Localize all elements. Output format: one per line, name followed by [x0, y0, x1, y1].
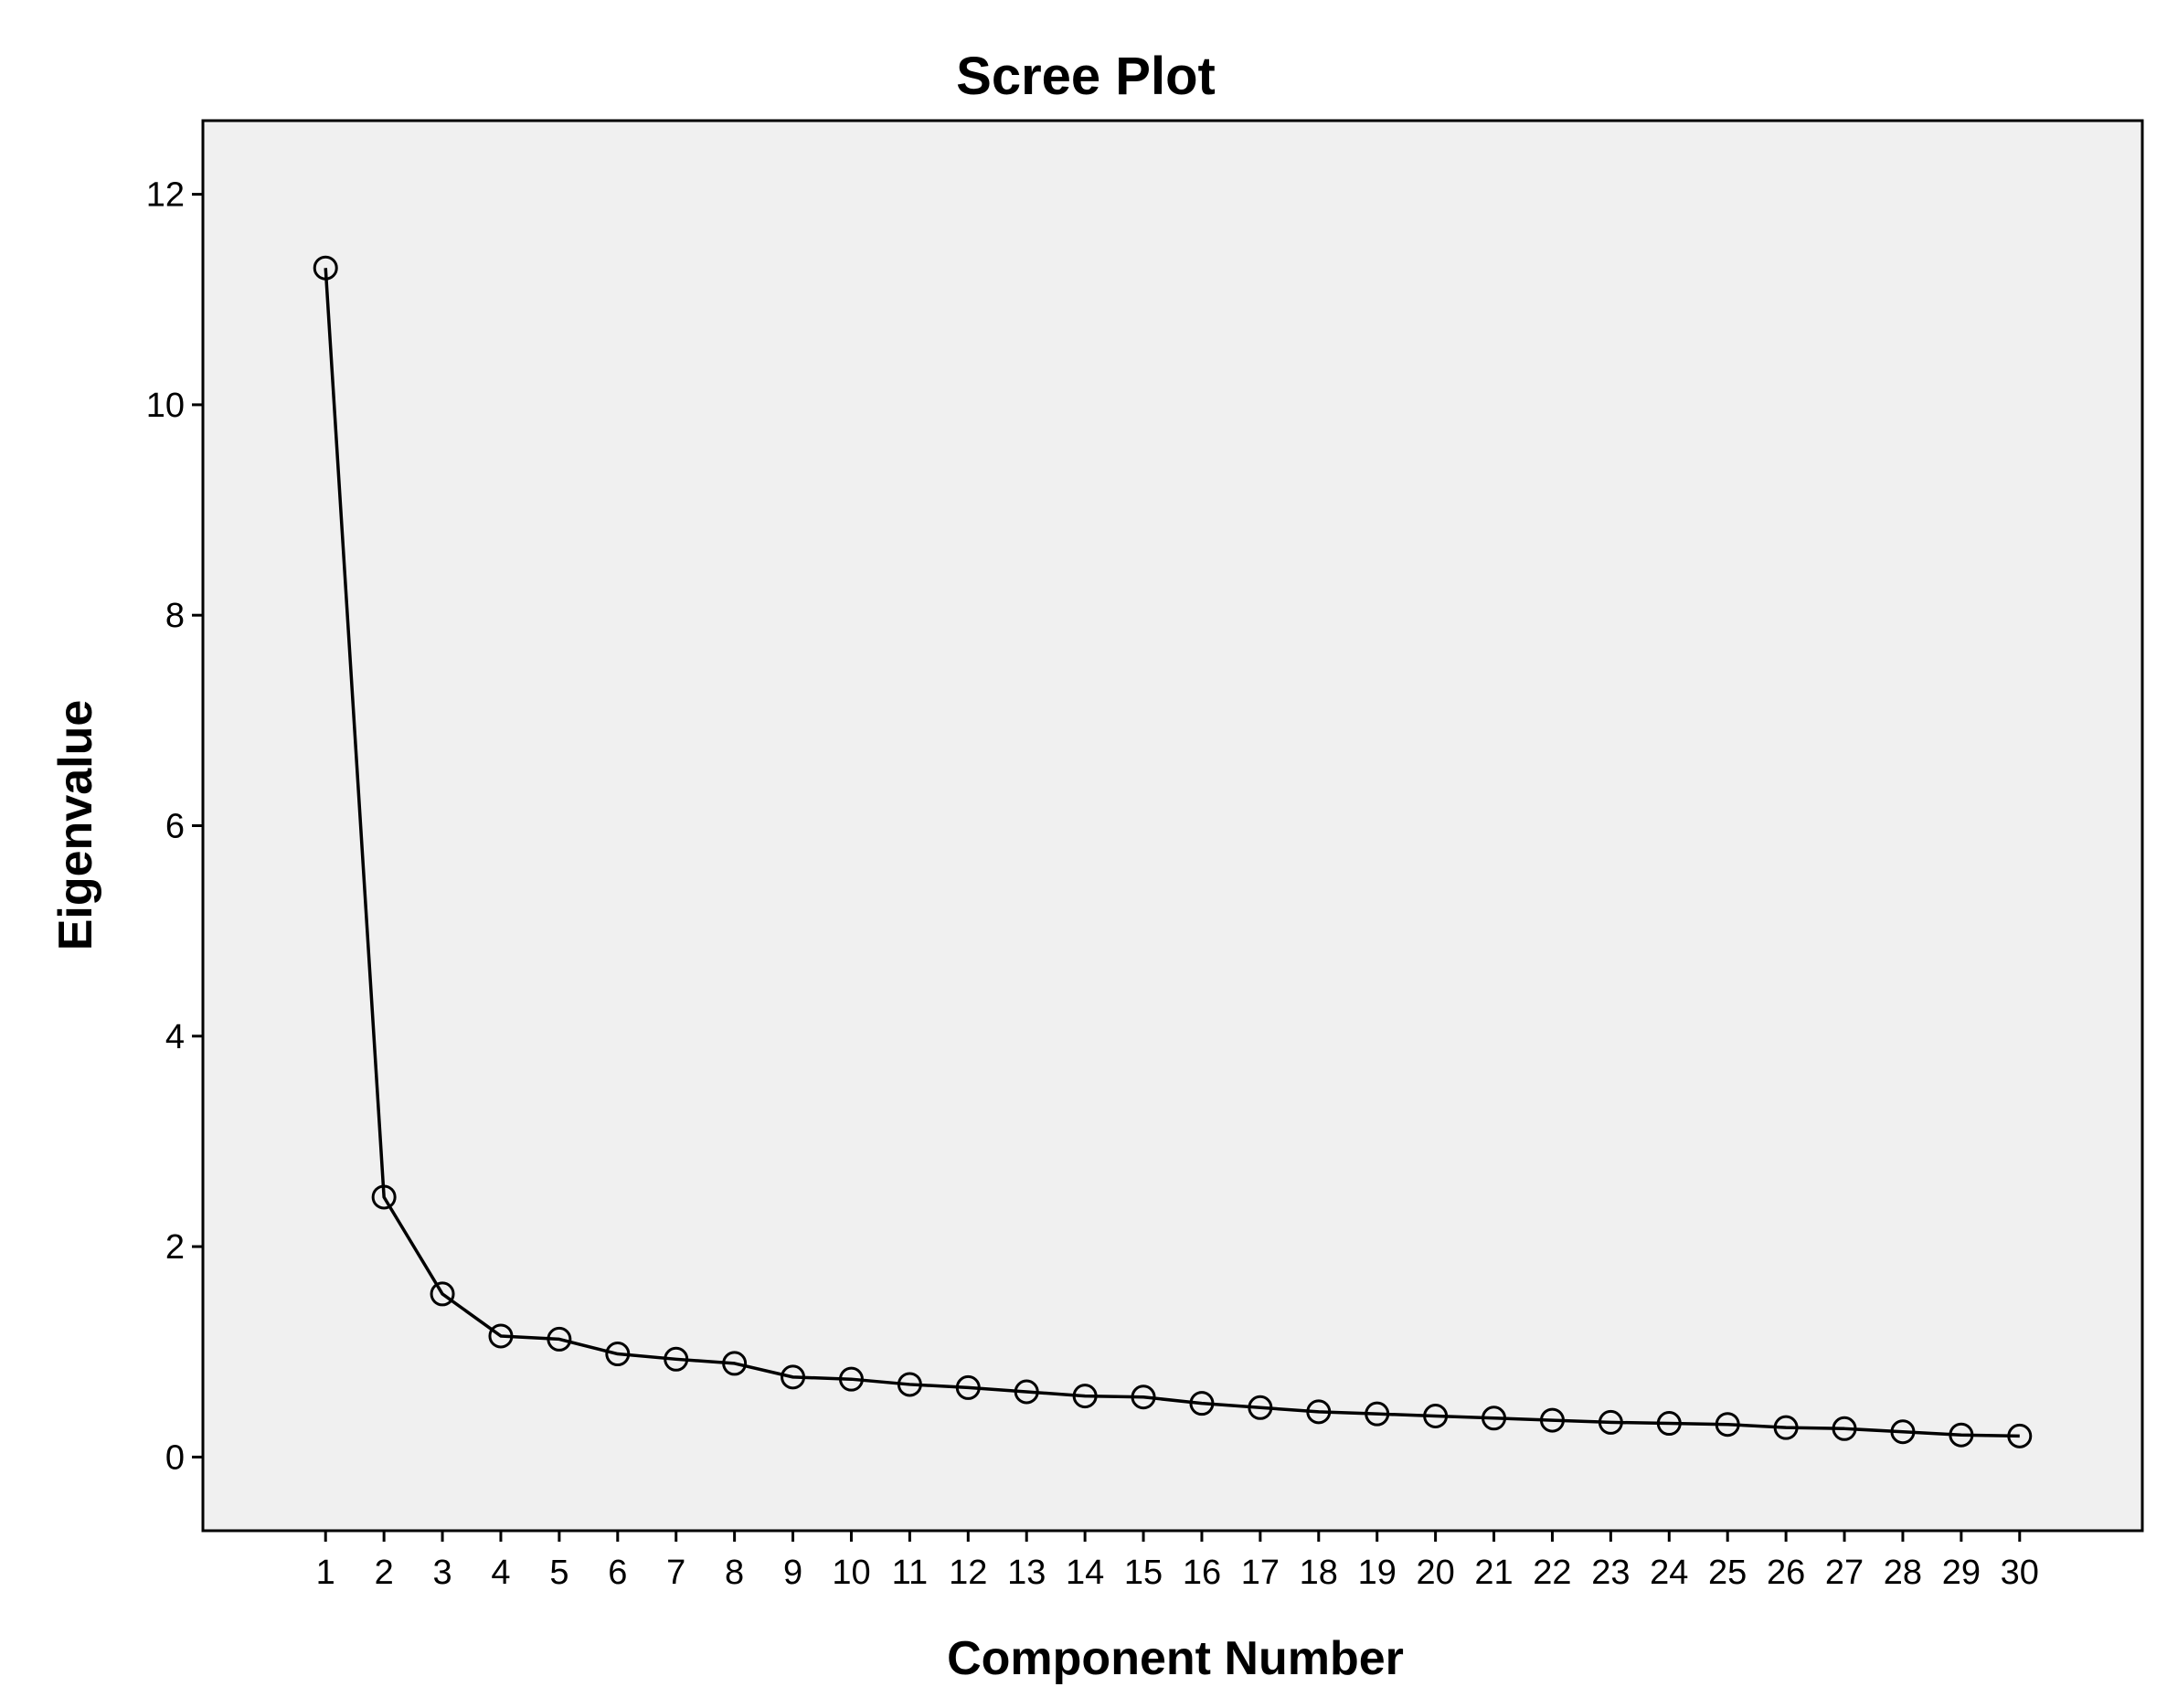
data-point-marker [664, 1346, 689, 1372]
data-point-marker [1598, 1409, 1623, 1435]
data-point-marker [1131, 1384, 1156, 1410]
data-point-marker [722, 1351, 748, 1376]
data-point-marker [1832, 1416, 1857, 1441]
data-point-marker [1656, 1411, 1682, 1437]
x-tick-label: 27 [1825, 1554, 1864, 1592]
data-point-marker [1072, 1384, 1098, 1409]
x-tick-label: 12 [949, 1554, 987, 1592]
y-tick-label: 12 [146, 176, 185, 215]
x-tick-label: 11 [892, 1554, 928, 1592]
x-tick-label: 4 [491, 1554, 510, 1592]
y-tick-label: 2 [165, 1228, 185, 1267]
x-tick-label: 18 [1300, 1554, 1338, 1592]
data-point-marker [897, 1372, 922, 1397]
y-tick-label: 0 [165, 1438, 185, 1477]
x-tick-label: 21 [1474, 1554, 1513, 1592]
x-tick-label: 28 [1884, 1554, 1922, 1592]
y-tick-label: 8 [165, 597, 185, 635]
data-point-marker [1539, 1407, 1565, 1433]
data-point-marker [1306, 1399, 1332, 1425]
data-point-marker [1949, 1422, 1974, 1448]
data-point-marker [547, 1326, 572, 1352]
data-point-marker [1482, 1406, 1507, 1431]
x-tick-label: 17 [1241, 1554, 1280, 1592]
x-tick-label: 29 [1942, 1554, 1981, 1592]
x-tick-label: 20 [1416, 1554, 1454, 1592]
x-tick-label: 19 [1358, 1554, 1397, 1592]
data-point-marker [781, 1364, 806, 1390]
x-tick-label: 8 [725, 1554, 744, 1592]
x-tick-label: 5 [549, 1554, 568, 1592]
x-tick-label: 2 [375, 1554, 394, 1592]
x-tick-label: 26 [1767, 1554, 1805, 1592]
data-point-marker [2007, 1423, 2033, 1448]
data-point-marker [1248, 1395, 1273, 1420]
data-point-marker [1423, 1403, 1449, 1428]
x-tick-label: 3 [432, 1554, 451, 1592]
x-tick-label: 23 [1591, 1554, 1630, 1592]
y-axis-title: Eigenvalue [49, 700, 102, 951]
x-tick-label: 14 [1066, 1554, 1104, 1592]
x-tick-label: 30 [2001, 1554, 2039, 1592]
y-tick-label: 6 [165, 808, 185, 846]
x-axis: 1 2 3 4 5 6 7 8 9 10 11 12 13 14 15 16 17 18 19 20 21 22 23 24 2… [316, 1531, 2039, 1592]
x-tick-label: 1 [316, 1554, 335, 1592]
data-point-marker [1014, 1379, 1039, 1405]
x-tick-label: 7 [666, 1554, 685, 1592]
x-tick-label: 24 [1650, 1554, 1688, 1592]
x-tick-label: 9 [783, 1554, 802, 1592]
x-tick-label: 13 [1007, 1554, 1046, 1592]
plot-area [201, 119, 2144, 1533]
data-point-marker [1890, 1419, 1916, 1445]
chart-title: Scree Plot [956, 47, 1216, 106]
data-point-marker [1365, 1401, 1390, 1427]
data-point-marker [430, 1281, 455, 1307]
x-axis-title: Component Number [947, 1632, 1404, 1685]
data-point-marker [313, 255, 338, 281]
y-axis: 0 2 4 6 8 10 12 [146, 176, 203, 1477]
x-tick-label: 6 [608, 1554, 627, 1592]
x-tick-label: 22 [1533, 1554, 1571, 1592]
data-point-marker [371, 1184, 397, 1210]
y-tick-label: 4 [165, 1018, 185, 1056]
data-point-marker [1773, 1415, 1799, 1440]
data-point-marker [955, 1374, 981, 1400]
data-point-marker [1715, 1412, 1740, 1437]
x-tick-label: 16 [1183, 1554, 1221, 1592]
x-tick-label: 10 [832, 1554, 870, 1592]
data-point-marker [1189, 1391, 1215, 1416]
data-point-marker [838, 1366, 864, 1392]
x-tick-label: 25 [1708, 1554, 1747, 1592]
x-tick-label: 15 [1124, 1554, 1163, 1592]
data-point-marker [488, 1323, 514, 1349]
series-layer [313, 255, 2033, 1448]
data-point-marker [605, 1342, 631, 1367]
y-tick-label: 10 [146, 387, 185, 425]
